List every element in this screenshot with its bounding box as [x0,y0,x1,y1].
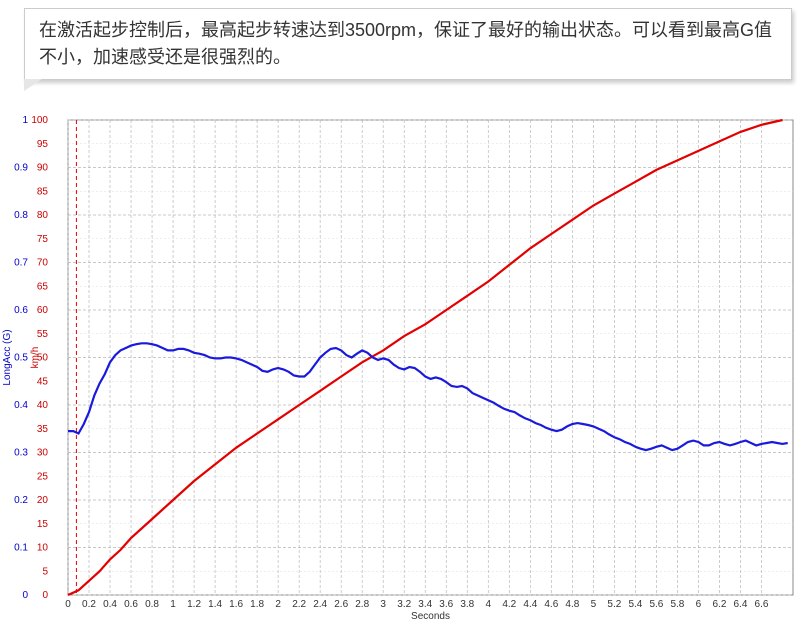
svg-text:65: 65 [37,281,49,292]
svg-text:35: 35 [37,424,49,435]
svg-text:0.3: 0.3 [14,448,28,459]
svg-text:0.4: 0.4 [14,400,28,411]
svg-text:80: 80 [37,210,49,221]
svg-text:4.6: 4.6 [544,599,558,610]
svg-text:30: 30 [37,448,49,459]
svg-text:6: 6 [696,599,702,610]
chart-container: 0 0.2 0.4 0.6 0.8 1 1.2 1.4 1.6 1.8 2 2.2 2.4 2.6 2.8 3… [0,108,808,635]
svg-text:1.8: 1.8 [250,599,264,610]
svg-text:0.8: 0.8 [145,599,159,610]
svg-text:6.2: 6.2 [712,599,726,610]
svg-text:85: 85 [37,186,49,197]
svg-text:0.9: 0.9 [14,163,28,174]
svg-text:0: 0 [65,599,71,610]
svg-text:4: 4 [486,599,492,610]
svg-text:4.4: 4.4 [523,599,537,610]
y-left-axis-label: LongAcc (G) [2,329,13,385]
svg-text:4.2: 4.2 [502,599,516,610]
svg-text:0.1: 0.1 [14,543,28,554]
svg-text:0.4: 0.4 [103,599,117,610]
svg-text:3.2: 3.2 [397,599,411,610]
series-long_acc_g [68,343,788,450]
x-axis-label: Seconds [411,611,450,622]
svg-text:4.8: 4.8 [565,599,579,610]
svg-text:10: 10 [37,543,49,554]
caption-box: 在激活起步控制后，最高起步转速达到3500rpm，保证了最好的输出状态。可以看到… [24,8,792,80]
svg-text:6.4: 6.4 [734,599,748,610]
svg-text:2: 2 [275,599,281,610]
svg-text:70: 70 [37,258,49,269]
svg-text:75: 75 [37,234,49,245]
svg-text:5: 5 [591,599,597,610]
svg-text:2.2: 2.2 [292,599,306,610]
svg-text:45: 45 [37,376,49,387]
svg-text:0.5: 0.5 [14,353,28,364]
svg-text:0: 0 [22,590,28,601]
caption-text: 在激活起步控制后，最高起步转速达到3500rpm，保证了最好的输出状态。可以看到… [39,20,772,67]
svg-text:2.4: 2.4 [313,599,327,610]
svg-text:1.6: 1.6 [229,599,243,610]
svg-text:55: 55 [37,329,49,340]
svg-text:2.8: 2.8 [355,599,369,610]
svg-text:3.6: 3.6 [439,599,453,610]
svg-text:0.2: 0.2 [14,495,28,506]
svg-text:1: 1 [170,599,176,610]
svg-text:0.6: 0.6 [124,599,138,610]
svg-text:90: 90 [37,163,49,174]
svg-text:0: 0 [42,590,48,601]
svg-text:20: 20 [37,495,49,506]
svg-text:0.7: 0.7 [14,258,28,269]
svg-text:15: 15 [37,519,49,530]
svg-text:0.6: 0.6 [14,305,28,316]
acceleration-chart: 0 0.2 0.4 0.6 0.8 1 1.2 1.4 1.6 1.8 2 2.2 2.4 2.6 2.8 3… [0,108,808,635]
svg-text:60: 60 [37,305,49,316]
y-right-axis-label: km/h [30,347,41,369]
svg-text:3.8: 3.8 [460,599,474,610]
svg-text:1.4: 1.4 [208,599,222,610]
svg-text:5: 5 [42,566,48,577]
svg-text:95: 95 [37,139,49,150]
svg-text:3.4: 3.4 [418,599,432,610]
svg-text:25: 25 [37,471,49,482]
svg-text:2.6: 2.6 [334,599,348,610]
svg-text:5.2: 5.2 [607,599,621,610]
svg-text:6.6: 6.6 [755,599,769,610]
svg-text:5.6: 5.6 [649,599,663,610]
svg-text:0.8: 0.8 [14,210,28,221]
svg-text:5.8: 5.8 [670,599,684,610]
svg-text:40: 40 [37,400,49,411]
svg-text:5.4: 5.4 [628,599,642,610]
svg-text:3: 3 [380,599,386,610]
svg-text:100: 100 [31,115,48,126]
svg-text:1.2: 1.2 [187,599,201,610]
svg-text:1: 1 [22,115,28,126]
svg-text:0.2: 0.2 [82,599,96,610]
